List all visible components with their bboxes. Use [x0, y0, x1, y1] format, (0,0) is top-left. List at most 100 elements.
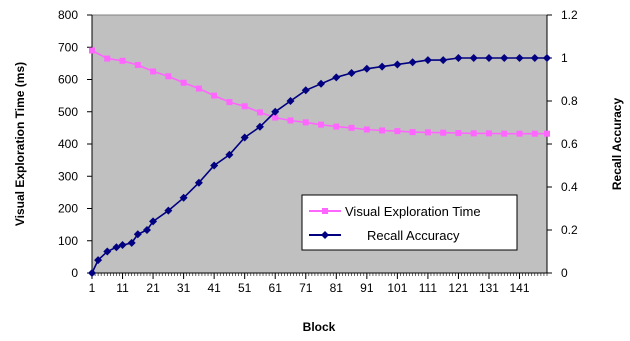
x-tick-label: 91 — [360, 281, 374, 295]
data-point-recall-accuracy — [286, 97, 295, 105]
x-axis-title: Block — [303, 320, 336, 334]
y-right-tick-label: 0.8 — [561, 94, 578, 108]
x-tick-label: 131 — [479, 281, 499, 295]
data-point-visual-exploration-time — [104, 55, 111, 62]
y-left-tick-label: 0 — [71, 266, 78, 280]
data-point-recall-accuracy — [112, 243, 121, 252]
x-tick-label: 31 — [177, 281, 191, 295]
data-point-visual-exploration-time — [333, 123, 340, 130]
x-tick-label: 1 — [89, 281, 96, 295]
y-right-tick-label: 1.2 — [561, 8, 578, 22]
data-point-recall-accuracy — [271, 107, 280, 116]
x-tick-label: 41 — [207, 281, 221, 295]
data-point-recall-accuracy — [347, 69, 356, 78]
data-point-visual-exploration-time — [516, 130, 523, 137]
data-point-recall-accuracy — [317, 79, 326, 88]
data-point-recall-accuracy — [332, 73, 341, 82]
data-point-recall-accuracy — [88, 269, 96, 277]
data-point-visual-exploration-time — [150, 68, 157, 75]
data-point-recall-accuracy — [225, 150, 234, 159]
x-tick-label: 111 — [419, 281, 438, 295]
data-point-recall-accuracy — [133, 230, 142, 239]
y-axis-left-title: Visual Exploration Time (ms) — [13, 62, 27, 226]
data-point-recall-accuracy — [484, 54, 493, 62]
x-tick-label: 81 — [330, 281, 344, 295]
x-tick-label: 121 — [448, 281, 468, 295]
data-point-recall-accuracy — [423, 56, 432, 65]
data-point-visual-exploration-time — [455, 130, 462, 137]
data-point-visual-exploration-time — [379, 127, 386, 134]
data-point-visual-exploration-time — [394, 128, 401, 135]
data-point-visual-exploration-time — [363, 126, 370, 133]
y-right-tick-label: 0 — [561, 266, 568, 280]
data-point-recall-accuracy — [301, 86, 310, 95]
y-left-tick-label: 200 — [58, 202, 78, 216]
data-point-visual-exploration-time — [287, 117, 294, 124]
x-tick-label: 51 — [238, 281, 252, 295]
y-right-tick-label: 0.6 — [561, 137, 578, 151]
data-point-visual-exploration-time — [470, 130, 477, 137]
data-point-recall-accuracy — [543, 54, 551, 62]
data-point-recall-accuracy — [142, 226, 151, 234]
data-point-visual-exploration-time — [531, 130, 538, 137]
data-point-recall-accuracy — [103, 247, 112, 256]
legend-marker-recall-accuracy — [321, 231, 329, 239]
data-point-recall-accuracy — [439, 56, 448, 65]
data-point-recall-accuracy — [515, 54, 524, 62]
data-point-visual-exploration-time — [485, 130, 492, 137]
data-point-visual-exploration-time — [134, 61, 141, 68]
data-point-visual-exploration-time — [256, 109, 263, 116]
data-point-recall-accuracy — [454, 54, 463, 62]
data-point-visual-exploration-time — [195, 85, 202, 92]
data-point-visual-exploration-time — [302, 119, 309, 126]
y-left-tick-label: 800 — [58, 8, 78, 22]
x-tick-label: 11 — [116, 281, 129, 295]
data-point-visual-exploration-time — [180, 79, 187, 86]
data-point-recall-accuracy — [393, 60, 402, 69]
x-tick-label: 101 — [387, 281, 407, 295]
y-left-tick-label: 600 — [58, 73, 78, 87]
data-point-recall-accuracy — [255, 122, 264, 131]
y-right-ticks: 0 0.2 0.4 0.6 0.8 1 1.2 — [547, 8, 578, 280]
data-point-visual-exploration-time — [318, 121, 325, 128]
y-left-ticks: 0 100 200 300 400 500 600 700 800 — [58, 8, 92, 280]
data-point-recall-accuracy — [362, 64, 371, 73]
y-right-tick-label: 0.2 — [561, 223, 578, 237]
data-point-recall-accuracy — [469, 54, 478, 62]
data-point-visual-exploration-time — [348, 124, 355, 131]
x-tick-label: 21 — [146, 281, 160, 295]
data-point-visual-exploration-time — [440, 129, 447, 136]
data-point-visual-exploration-time — [501, 130, 508, 137]
data-point-visual-exploration-time — [211, 92, 218, 99]
y-axis-right-title: Recall Accuracy — [610, 98, 624, 191]
data-point-recall-accuracy — [164, 206, 173, 215]
y-left-tick-label: 300 — [58, 169, 78, 183]
data-point-recall-accuracy — [194, 178, 203, 187]
data-point-visual-exploration-time — [241, 103, 248, 110]
y-right-tick-label: 1 — [561, 51, 568, 65]
y-left-tick-label: 400 — [58, 137, 78, 151]
data-point-visual-exploration-time — [272, 114, 279, 121]
data-point-recall-accuracy — [530, 54, 539, 62]
data-point-recall-accuracy — [118, 241, 127, 250]
x-tick-label: 141 — [510, 281, 530, 295]
data-point-visual-exploration-time — [424, 129, 431, 136]
legend-box — [301, 194, 518, 251]
data-point-visual-exploration-time — [119, 57, 126, 64]
data-point-recall-accuracy — [127, 238, 136, 247]
y-right-tick-label: 0.4 — [561, 180, 578, 194]
x-tick-label: 71 — [299, 281, 313, 295]
data-point-recall-accuracy — [408, 58, 417, 67]
data-point-recall-accuracy — [240, 133, 249, 142]
x-tick-label: 61 — [269, 281, 283, 295]
y-left-tick-label: 700 — [58, 40, 78, 54]
data-point-recall-accuracy — [378, 62, 387, 71]
y-left-tick-label: 500 — [58, 105, 78, 119]
legend-marker-visual-exploration-time — [322, 208, 328, 214]
legend-label-recall-accuracy: Recall Accuracy — [367, 228, 460, 243]
legend: Visual Exploration Time Recall Accuracy — [301, 194, 518, 251]
data-point-recall-accuracy — [94, 256, 103, 265]
data-point-visual-exploration-time — [409, 129, 416, 136]
data-point-visual-exploration-time — [544, 130, 550, 137]
